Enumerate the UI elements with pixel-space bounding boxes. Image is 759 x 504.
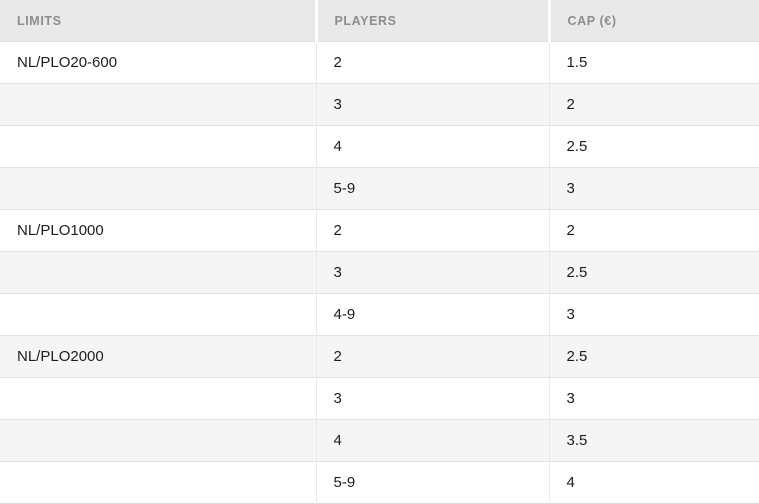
table-header-row: LIMITS PLAYERS CAP (€) bbox=[0, 0, 759, 42]
cell-cap: 3.5 bbox=[548, 419, 759, 462]
cell-limits bbox=[0, 167, 316, 210]
table-row: 5-9 4 bbox=[0, 461, 759, 504]
table-row: 4 2.5 bbox=[0, 125, 759, 168]
cell-limits: NL/PLO2000 bbox=[0, 335, 316, 378]
table-row: 5-9 3 bbox=[0, 167, 759, 210]
table-row: NL/PLO20-600 2 1.5 bbox=[0, 41, 759, 84]
cell-players: 2 bbox=[315, 41, 549, 84]
cell-cap: 4 bbox=[548, 461, 759, 504]
cell-players: 5-9 bbox=[315, 167, 549, 210]
cell-limits: NL/PLO1000 bbox=[0, 209, 316, 252]
cell-cap: 3 bbox=[548, 167, 759, 210]
cell-cap: 2.5 bbox=[548, 251, 759, 294]
table-body: NL/PLO20-600 2 1.5 3 2 4 2.5 5-9 3 NL/PL… bbox=[0, 41, 759, 504]
table-header: LIMITS PLAYERS CAP (€) bbox=[0, 0, 759, 42]
cell-cap: 1.5 bbox=[548, 41, 759, 84]
column-header-players: PLAYERS bbox=[314, 0, 549, 42]
cell-players: 3 bbox=[315, 83, 549, 126]
cell-limits bbox=[0, 461, 316, 504]
table-row: 3 2.5 bbox=[0, 251, 759, 294]
cell-players: 2 bbox=[315, 209, 549, 252]
cell-limits bbox=[0, 125, 316, 168]
table-row: 4-9 3 bbox=[0, 293, 759, 336]
table-row: 3 3 bbox=[0, 377, 759, 420]
cell-cap: 3 bbox=[548, 293, 759, 336]
cell-players: 5-9 bbox=[315, 461, 549, 504]
cell-players: 2 bbox=[315, 335, 549, 378]
cell-limits bbox=[0, 419, 316, 462]
cell-limits: NL/PLO20-600 bbox=[0, 41, 316, 84]
table-row: NL/PLO2000 2 2.5 bbox=[0, 335, 759, 378]
table-row: 4 3.5 bbox=[0, 419, 759, 462]
cell-cap: 3 bbox=[548, 377, 759, 420]
cell-cap: 2 bbox=[548, 83, 759, 126]
cell-limits bbox=[0, 83, 316, 126]
cell-cap: 2.5 bbox=[548, 335, 759, 378]
cell-players: 3 bbox=[315, 377, 549, 420]
cell-players: 4-9 bbox=[315, 293, 549, 336]
cell-limits bbox=[0, 293, 316, 336]
table-row: 3 2 bbox=[0, 83, 759, 126]
cell-players: 4 bbox=[315, 125, 549, 168]
cell-limits bbox=[0, 251, 316, 294]
cell-cap: 2 bbox=[548, 209, 759, 252]
cell-players: 3 bbox=[315, 251, 549, 294]
cell-limits bbox=[0, 377, 316, 420]
table-row: NL/PLO1000 2 2 bbox=[0, 209, 759, 252]
cell-players: 4 bbox=[315, 419, 549, 462]
cell-cap: 2.5 bbox=[548, 125, 759, 168]
column-header-cap: CAP (€) bbox=[547, 0, 759, 42]
column-header-limits: LIMITS bbox=[0, 0, 316, 42]
